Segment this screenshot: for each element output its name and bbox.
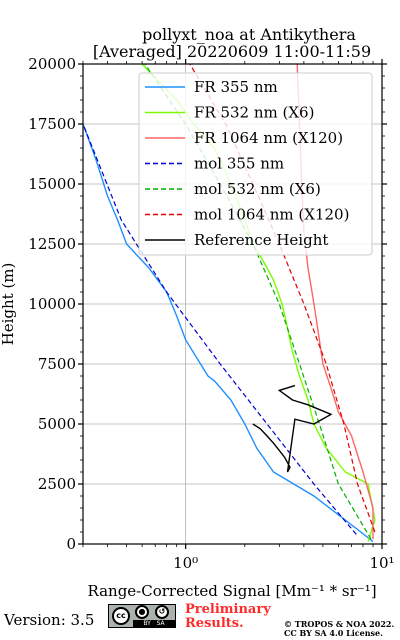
legend-entry: FR 355 nm xyxy=(194,78,278,96)
y-axis-label: Height (m) xyxy=(0,263,17,346)
x-axis-label: Range-Corrected Signal [Mm⁻¹ * sr⁻¹] xyxy=(87,582,376,600)
chart-svg: pollyxt_noa at Antikythera [Averaged] 20… xyxy=(0,25,395,600)
y-tick-label: 20000 xyxy=(28,55,76,73)
legend-entry: mol 532 nm (X6) xyxy=(194,180,321,198)
y-tick-label: 5000 xyxy=(38,415,76,433)
x-tick-label: 10¹ xyxy=(369,554,394,572)
copyright-notice: © TROPOS & NOA 2022. CC BY SA 4.0 Licens… xyxy=(284,619,395,638)
y-tick-label: 17500 xyxy=(28,115,76,133)
by-icon: ● xyxy=(135,605,149,619)
y-tick-label: 7500 xyxy=(38,355,76,373)
series-line-6 xyxy=(252,384,333,473)
plot-area: 0 2500 5000 7500 10000 12500 15000 17500 20000 10… xyxy=(28,55,394,572)
chart-title-line-1: pollyxt_noa at Antikythera xyxy=(142,25,356,44)
sa-icon: ↺ xyxy=(155,605,169,619)
legend-entry: mol 1064 nm (X120) xyxy=(194,206,349,224)
y-tick-label: 2500 xyxy=(38,475,76,493)
preliminary-results-label: Preliminary Results. xyxy=(185,602,271,631)
legend-box xyxy=(138,72,373,256)
by-sa-strip: BY SA xyxy=(133,620,175,627)
cc-license-badge: cc ● ↺ BY SA xyxy=(108,604,176,628)
legend-entry: FR 1064 nm (X120) xyxy=(194,129,343,147)
chart-title-line-2: [Averaged] 20220609 11:00-11:59 xyxy=(93,42,371,61)
x-tick-label: 10⁰ xyxy=(173,554,198,572)
y-tick-label: 15000 xyxy=(28,175,76,193)
legend-entry: FR 532 nm (X6) xyxy=(194,104,314,122)
legend-entry: Reference Height xyxy=(194,231,328,249)
cc-icon: cc xyxy=(112,607,130,625)
legend-entry: mol 355 nm xyxy=(194,155,284,173)
y-tick-label: 0 xyxy=(66,535,76,553)
version-label: Version: 3.5 xyxy=(4,611,95,629)
series-line-0 xyxy=(83,123,374,543)
y-tick-label: 10000 xyxy=(28,295,76,313)
y-tick-label: 12500 xyxy=(28,235,76,253)
series-line-3 xyxy=(83,123,357,535)
